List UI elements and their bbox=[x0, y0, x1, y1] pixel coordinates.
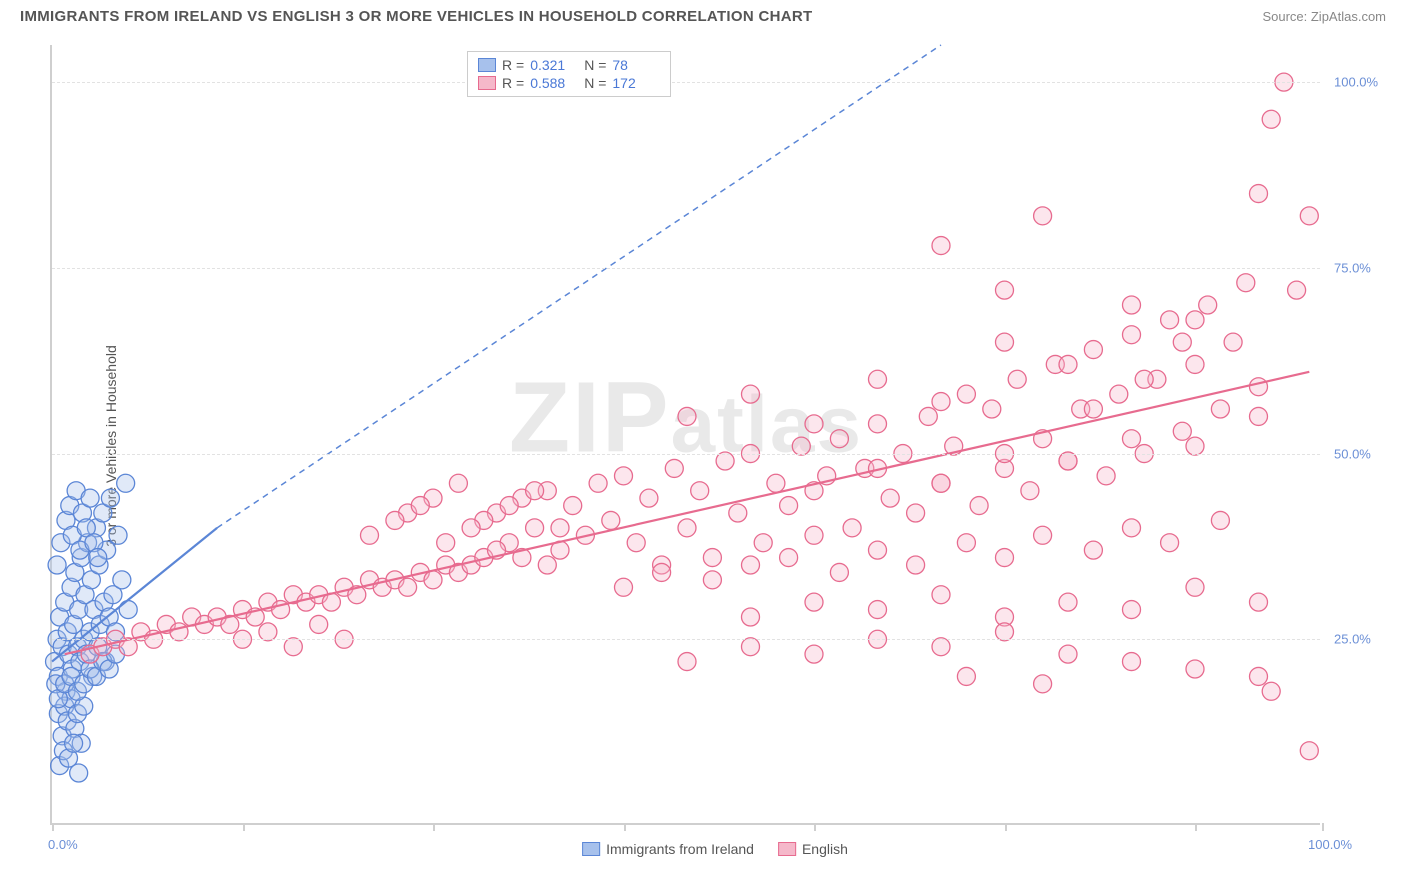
legend-item: Immigrants from Ireland bbox=[582, 841, 754, 857]
legend-label: Immigrants from Ireland bbox=[606, 841, 754, 857]
y-tick-label: 25.0% bbox=[1334, 632, 1371, 647]
x-tick bbox=[1195, 823, 1197, 831]
chart-title: IMMIGRANTS FROM IRELAND VS ENGLISH 3 OR … bbox=[20, 8, 812, 25]
gridline-h bbox=[52, 639, 1320, 640]
legend-swatch bbox=[478, 58, 496, 72]
x-tick bbox=[52, 823, 54, 831]
stat-n-value: 172 bbox=[612, 75, 660, 91]
legend-swatch bbox=[478, 76, 496, 90]
source-label: Source: ZipAtlas.com bbox=[1262, 9, 1386, 24]
x-tick bbox=[1322, 823, 1324, 831]
stats-legend: R = 0.321 N = 78 R = 0.588 N = 172 bbox=[467, 51, 671, 97]
stat-n-label: N = bbox=[584, 75, 606, 91]
scatter-svg bbox=[52, 45, 1322, 825]
y-tick-label: 75.0% bbox=[1334, 260, 1371, 275]
stat-r-value: 0.588 bbox=[530, 75, 578, 91]
legend-item: English bbox=[778, 841, 848, 857]
plot-region: ZIPatlas 25.0%50.0%75.0%100.0%0.0%100.0%… bbox=[50, 45, 1320, 825]
stat-r-label: R = bbox=[502, 57, 524, 73]
legend-swatch bbox=[582, 842, 600, 856]
gridline-h bbox=[52, 82, 1320, 83]
stat-n-label: N = bbox=[584, 57, 606, 73]
x-tick bbox=[814, 823, 816, 831]
x-tick-label: 0.0% bbox=[48, 837, 78, 852]
x-tick bbox=[243, 823, 245, 831]
x-tick bbox=[1005, 823, 1007, 831]
gridline-h bbox=[52, 268, 1320, 269]
y-tick-label: 100.0% bbox=[1334, 75, 1378, 90]
x-tick-label: 100.0% bbox=[1308, 837, 1352, 852]
chart-area: ZIPatlas 25.0%50.0%75.0%100.0%0.0%100.0%… bbox=[50, 45, 1380, 825]
legend-label: English bbox=[802, 841, 848, 857]
stat-r-label: R = bbox=[502, 75, 524, 91]
stat-r-value: 0.321 bbox=[530, 57, 578, 73]
x-tick bbox=[433, 823, 435, 831]
x-tick bbox=[624, 823, 626, 831]
legend-swatch bbox=[778, 842, 796, 856]
gridline-h bbox=[52, 454, 1320, 455]
y-tick-label: 50.0% bbox=[1334, 446, 1371, 461]
stat-n-value: 78 bbox=[612, 57, 660, 73]
stats-legend-row: R = 0.588 N = 172 bbox=[478, 74, 660, 92]
bottom-legend: Immigrants from Ireland English bbox=[582, 841, 848, 857]
stats-legend-row: R = 0.321 N = 78 bbox=[478, 56, 660, 74]
